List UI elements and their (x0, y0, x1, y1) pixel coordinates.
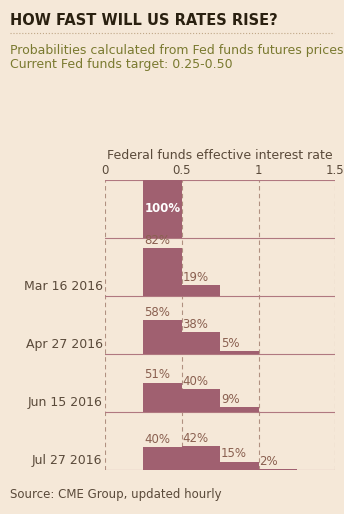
Text: HOW FAST WILL US RATES RISE?: HOW FAST WILL US RATES RISE? (10, 13, 278, 28)
Bar (220, 462, 259, 470)
X-axis label: Federal funds effective interest rate: Federal funds effective interest rate (107, 149, 333, 161)
Text: 51%: 51% (144, 369, 170, 381)
Bar (220, 351, 259, 354)
Text: 19%: 19% (183, 271, 209, 284)
Bar (182, 389, 220, 412)
Text: 38%: 38% (183, 318, 208, 331)
Text: 58%: 58% (144, 306, 170, 319)
Text: 40%: 40% (183, 375, 208, 388)
Bar (220, 407, 259, 412)
Text: 40%: 40% (144, 433, 170, 446)
Text: Probabilities calculated from Fed funds futures prices: Probabilities calculated from Fed funds … (10, 44, 344, 57)
Bar (143, 248, 182, 296)
Text: 82%: 82% (144, 234, 170, 247)
Bar (143, 447, 182, 470)
Text: 5%: 5% (221, 337, 239, 350)
Bar (143, 180, 182, 238)
Text: Source: CME Group, updated hourly: Source: CME Group, updated hourly (10, 488, 222, 501)
Bar (259, 469, 297, 470)
Bar (182, 332, 220, 354)
Text: 15%: 15% (221, 447, 247, 461)
Text: 2%: 2% (259, 455, 278, 468)
Bar (182, 285, 220, 296)
Text: 42%: 42% (183, 432, 209, 445)
Text: Apr 27 2016: Apr 27 2016 (25, 338, 103, 351)
Text: 100%: 100% (144, 203, 181, 215)
Text: Jul 27 2016: Jul 27 2016 (32, 454, 103, 467)
Bar (143, 320, 182, 354)
Text: Jun 15 2016: Jun 15 2016 (28, 396, 103, 409)
Text: 9%: 9% (221, 393, 239, 406)
Bar (143, 382, 182, 412)
Text: Current Fed funds target: 0.25-0.50: Current Fed funds target: 0.25-0.50 (10, 58, 233, 71)
Text: Mar 16 2016: Mar 16 2016 (24, 280, 103, 292)
Bar (182, 446, 220, 470)
